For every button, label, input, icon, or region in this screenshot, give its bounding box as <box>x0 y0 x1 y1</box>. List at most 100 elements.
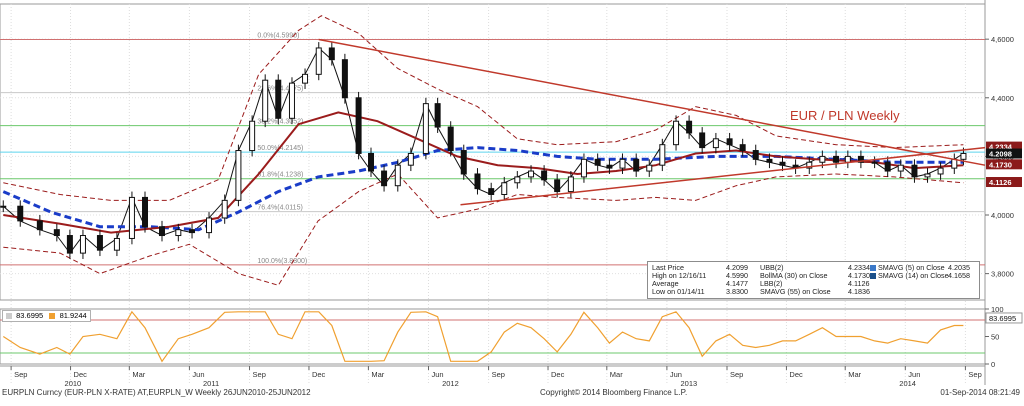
legend-value: 4.2035 <box>948 263 970 272</box>
price-label-text: 4.2334 <box>989 143 1013 152</box>
price-bar-body <box>937 167 944 175</box>
price-bar-body <box>460 150 467 175</box>
series-line-bollma-30-on-close <box>3 111 964 234</box>
legend-value: 4.1836 <box>848 287 870 296</box>
y-tick-label: 4,0000 <box>991 211 1014 220</box>
oscillator-swatch-1 <box>6 313 12 320</box>
price-bar-body <box>766 158 773 163</box>
price-bar-body <box>189 229 196 234</box>
price-bar-body <box>262 79 269 122</box>
price-bar-body <box>911 164 918 178</box>
x-tick-label-year: 2011 <box>203 379 219 388</box>
price-bar-body <box>752 150 759 160</box>
price-label-box <box>986 141 1022 152</box>
price-bar-body <box>673 120 680 146</box>
x-tick-label-year: 2013 <box>680 379 697 388</box>
x-tick-label-month: Sep <box>730 370 743 379</box>
price-bar-body <box>726 138 733 146</box>
y-tick-label: 3,8000 <box>991 270 1014 279</box>
legend-key: UBB(2) <box>760 263 784 272</box>
price-bar-body <box>488 188 495 195</box>
legend-value: 4.1730 <box>848 271 870 280</box>
x-tick-label-month: Sep <box>253 370 266 379</box>
price-bar-body <box>407 152 414 166</box>
price-bar-body <box>302 73 309 84</box>
oscillator-tick-label: 100 <box>991 305 1004 314</box>
price-bar-body <box>249 120 256 152</box>
price-bar-body <box>871 161 878 164</box>
price-bar-body <box>580 158 587 178</box>
price-bar-body <box>355 97 362 154</box>
x-tick-label-month: Dec <box>789 370 803 379</box>
price-bar-body <box>779 161 786 166</box>
price-bar-body <box>368 152 375 172</box>
price-bar-body <box>96 235 103 251</box>
price-bar-body <box>79 235 86 254</box>
fib-level-label: 50.0%(4.2145) <box>257 145 303 152</box>
price-bar-body <box>712 138 719 149</box>
price-bar-body <box>819 155 826 163</box>
price-bar-body <box>646 164 653 172</box>
fib-level-label: 76.4%(4.0115) <box>257 205 302 212</box>
price-bar-body <box>633 158 640 172</box>
legend-key: BollMA (30) on Close <box>760 271 828 280</box>
price-bar-body <box>341 59 348 99</box>
x-tick-label-month: Jun <box>192 370 204 379</box>
price-bar-body <box>315 47 322 75</box>
price-bar-body <box>606 164 613 169</box>
price-bar-body <box>554 179 561 193</box>
price-bar-body <box>514 176 521 184</box>
oscillator-value-2: 81.9244 <box>59 311 87 320</box>
price-bar-body <box>113 237 120 251</box>
price-bar-body <box>567 176 574 193</box>
price-label-box <box>986 148 1022 159</box>
x-tick-label-year: 2014 <box>899 379 916 388</box>
trendline-upper <box>318 38 986 166</box>
legend-value: 4.1658 <box>948 271 970 280</box>
legend-column-1: Last Price 4.2099 High on 12/16/11 4.5990 … <box>652 263 748 296</box>
x-tick-label-month: Mar <box>371 370 384 379</box>
oscillator-panel: 100 50 0 83.6995 <box>0 305 1023 369</box>
price-label-text: 4.1126 <box>989 178 1012 187</box>
price-label-text: 4.2098 <box>989 150 1012 159</box>
price-label-box <box>986 159 1022 170</box>
x-tick-label-year: 2010 <box>65 379 82 388</box>
price-bar-body <box>158 226 165 237</box>
price-bar-body <box>66 235 73 254</box>
price-bar-body <box>17 205 24 222</box>
footer-copyright: Copyright© 2014 Bloomberg Finance L.P. <box>540 388 688 397</box>
x-tick-label-month: Mar <box>132 370 145 379</box>
x-tick-label-month: Mar <box>848 370 861 379</box>
series-line-lbb-2- <box>3 173 964 286</box>
price-bar-body <box>288 82 295 119</box>
oscillator-line <box>2 310 964 363</box>
legend-value: 4.5990 <box>726 271 748 280</box>
price-bar-body <box>806 161 813 169</box>
x-tick-label-month: Dec <box>74 370 88 379</box>
price-bar-body <box>206 217 213 234</box>
legend-value: 4.1477 <box>726 279 748 288</box>
price-bar-body <box>0 205 7 208</box>
price-bar-body <box>275 79 282 119</box>
legend-value: 4.1126 <box>848 279 870 288</box>
legend-column-2: UBB(2) 4.2334 BollMA (30) on Close 4.1730 … <box>760 263 870 296</box>
legend-column-3: SMAVG (5) on Close 4.2035 SMAVG (14) on C… <box>870 263 970 280</box>
x-tick-label-month: Mar <box>610 370 623 379</box>
oscillator-current-box <box>985 312 1023 324</box>
price-bar-body <box>924 173 931 178</box>
legend-key: SMAVG (5) on Close <box>878 263 945 272</box>
legend-value: 4.2334 <box>848 263 870 272</box>
price-bar-body <box>594 158 601 166</box>
legend-key: SMAVG (14) on Close <box>878 271 949 280</box>
legend-value: 3.8300 <box>726 287 748 296</box>
y-tick-label: 4,6000 <box>991 35 1014 44</box>
x-tick-label-month: Sep <box>492 370 505 379</box>
legend-key: LBB(2) <box>760 279 783 288</box>
price-bar-body <box>699 132 706 149</box>
price-bar-body <box>221 199 228 219</box>
chart-title: EUR / PLN Weekly <box>790 108 900 123</box>
legend-key: Last Price <box>652 263 684 272</box>
trendline-lower <box>460 146 986 206</box>
legend-key: Low on 01/14/11 <box>652 287 705 296</box>
price-label-box <box>986 177 1022 188</box>
